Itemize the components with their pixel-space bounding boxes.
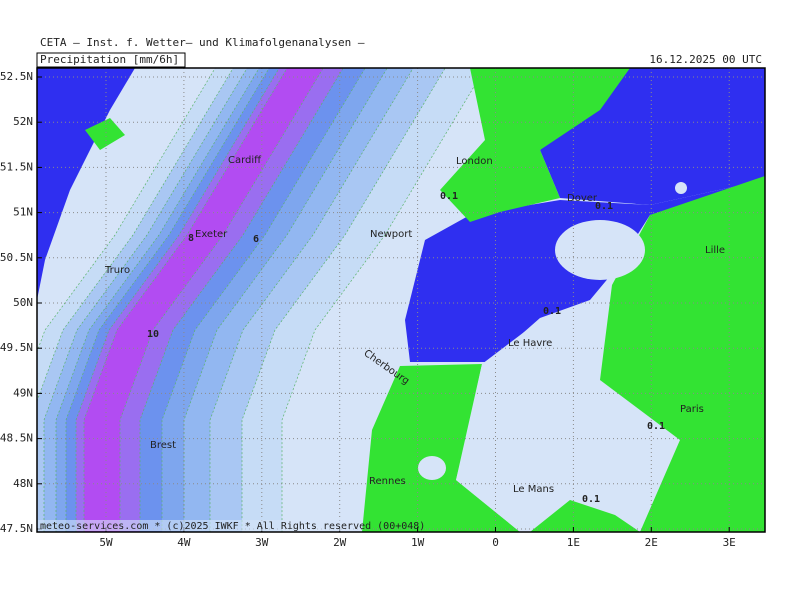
contour-label: 8 xyxy=(188,233,194,244)
place-label: Truro xyxy=(104,265,130,276)
place-label: Le Havre xyxy=(508,338,552,349)
lat-label: 52.5N xyxy=(0,70,33,83)
place-label: Paris xyxy=(680,404,704,415)
place-label: Le Mans xyxy=(513,484,554,495)
contour-label: 10 xyxy=(147,329,159,340)
place-label: Newport xyxy=(370,229,412,240)
field-label: Precipitation [mm/6h] xyxy=(40,53,179,66)
lat-label: 51N xyxy=(13,206,33,219)
footer-bg xyxy=(38,520,358,531)
contour-label: 0.1 xyxy=(647,421,665,432)
place-label: Rennes xyxy=(369,476,406,487)
lon-label: 1W xyxy=(411,536,425,549)
place-label: Cardiff xyxy=(228,155,262,166)
light-patch xyxy=(418,456,446,480)
precip-band xyxy=(83,68,324,532)
place-label: Dover xyxy=(567,193,598,204)
overlay: 52.5N 52N 51.5N 51N 50.5N 50N 49.5N 49N 48.5N 48N… xyxy=(0,68,765,549)
lon-label: 0 xyxy=(492,536,499,549)
contour-label: 0.1 xyxy=(595,201,613,212)
contour-label: 0.1 xyxy=(440,191,458,202)
field-box xyxy=(36,52,186,68)
lon-label: 3E xyxy=(723,536,736,549)
land-england xyxy=(440,68,630,222)
lat-label: 47.5N xyxy=(0,522,33,535)
contour-label: 0.1 xyxy=(543,306,561,317)
contour-label: 0.1 xyxy=(582,494,600,505)
lon-label: 2E xyxy=(645,536,658,549)
lon-label: 5W xyxy=(99,536,113,549)
land-wales xyxy=(85,118,125,150)
valid-time: 16.12.2025 00 UTC xyxy=(649,53,762,66)
light-patch xyxy=(555,220,645,280)
footer: meteo-services.com * (c)2025 IWKF * All … xyxy=(40,521,425,532)
header-title: CETA – Inst. f. Wetter– und Klimafolgena… xyxy=(40,36,365,49)
lat-label: 50N xyxy=(13,296,33,309)
map-frame xyxy=(36,67,766,533)
lat-label: 52N xyxy=(13,115,33,128)
place-label: Lille xyxy=(705,245,725,256)
lat-label: 48N xyxy=(13,477,33,490)
place-label: London xyxy=(456,156,493,167)
lat-label: 48.5N xyxy=(0,432,33,445)
place-label: Brest xyxy=(150,440,176,451)
lat-label: 49N xyxy=(13,386,33,399)
land-south xyxy=(530,500,640,532)
lat-label: 50.5N xyxy=(0,251,33,264)
land-france-west xyxy=(362,364,520,532)
precip-field xyxy=(37,68,765,532)
light-patch xyxy=(675,182,687,194)
lon-label: 3W xyxy=(255,536,269,549)
lat-label: 49.5N xyxy=(0,341,33,354)
lon-label: 2W xyxy=(333,536,347,549)
lat-label: 51.5N xyxy=(0,160,33,173)
lon-label: 1E xyxy=(567,536,580,549)
land-france-east xyxy=(600,176,765,532)
lon-label: 4W xyxy=(177,536,191,549)
place-label: Exeter xyxy=(195,229,228,240)
contour-label: 6 xyxy=(253,234,259,245)
sea-west xyxy=(37,68,135,300)
